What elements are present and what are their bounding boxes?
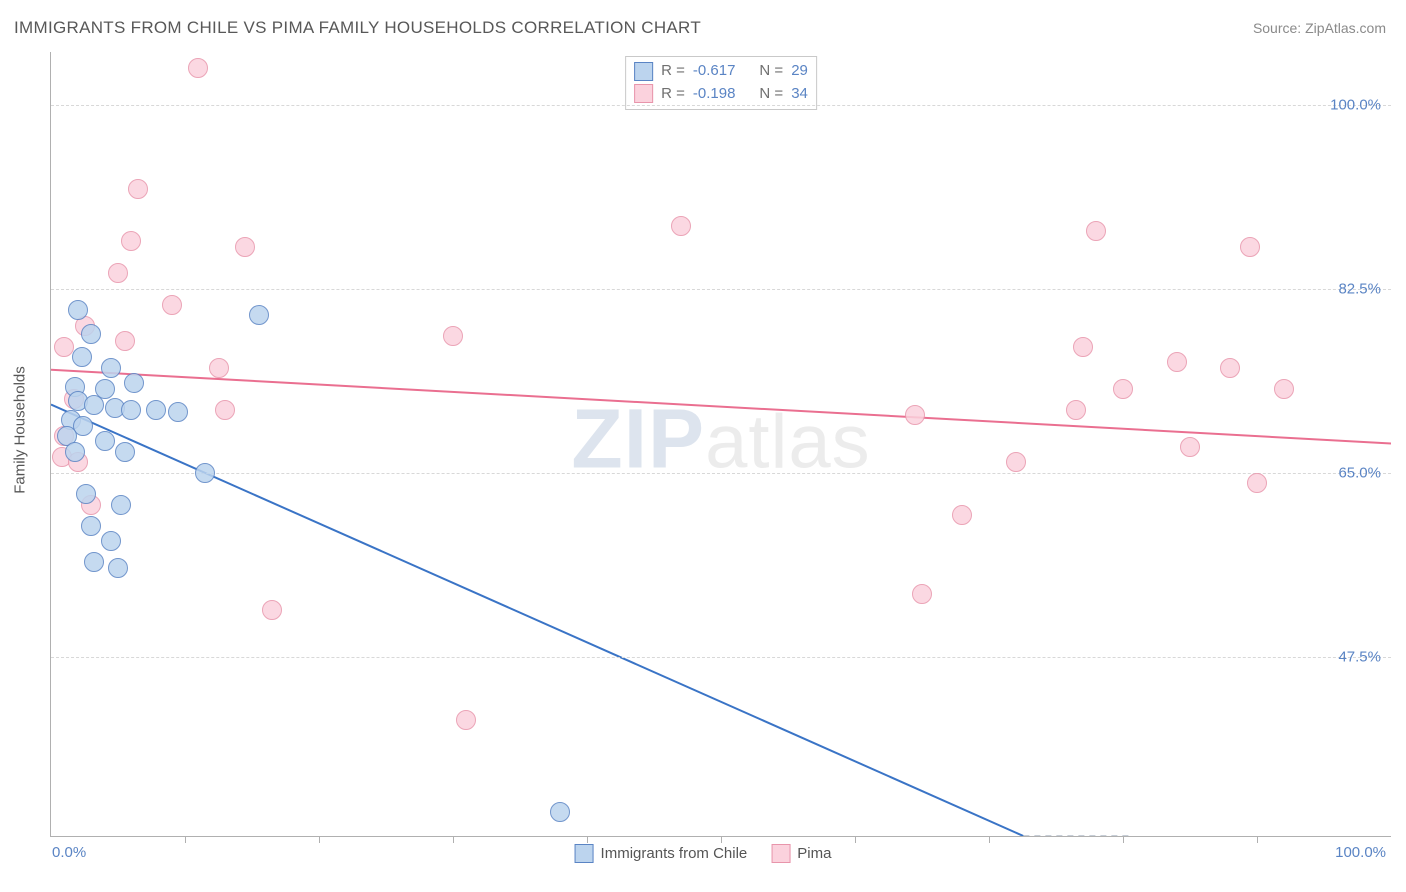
x-tick bbox=[855, 836, 856, 843]
x-tick bbox=[185, 836, 186, 843]
r-label: R = bbox=[661, 60, 685, 83]
data-point bbox=[1274, 379, 1294, 399]
r-value: -0.198 bbox=[693, 83, 736, 106]
legend-item: Pima bbox=[771, 844, 831, 863]
legend-row: R = -0.617 N = 29 bbox=[634, 60, 808, 83]
n-label: N = bbox=[759, 60, 783, 83]
legend-swatch bbox=[575, 844, 594, 863]
data-point bbox=[81, 516, 101, 536]
legend-label: Pima bbox=[797, 845, 831, 862]
data-point bbox=[1167, 352, 1187, 372]
data-point bbox=[209, 358, 229, 378]
x-tick bbox=[1257, 836, 1258, 843]
data-point bbox=[108, 558, 128, 578]
data-point bbox=[115, 442, 135, 462]
data-point bbox=[65, 442, 85, 462]
data-point bbox=[1086, 221, 1106, 241]
data-point bbox=[101, 531, 121, 551]
data-point bbox=[95, 431, 115, 451]
x-tick bbox=[319, 836, 320, 843]
data-point bbox=[121, 231, 141, 251]
legend-row: R = -0.198 N = 34 bbox=[634, 83, 808, 106]
data-point bbox=[146, 400, 166, 420]
data-point bbox=[76, 484, 96, 504]
data-point bbox=[235, 237, 255, 257]
x-tick bbox=[587, 836, 588, 843]
data-point bbox=[128, 179, 148, 199]
scatter-plot: ZIPatlas R =-0.617N =29R =-0.198N =34 47… bbox=[50, 52, 1391, 837]
grid-line bbox=[51, 473, 1391, 474]
n-value: 34 bbox=[791, 83, 808, 106]
data-point bbox=[443, 326, 463, 346]
x-tick bbox=[1123, 836, 1124, 843]
data-point bbox=[84, 395, 104, 415]
grid-line bbox=[51, 105, 1391, 106]
y-tick-label: 65.0% bbox=[1338, 464, 1381, 481]
data-point bbox=[671, 216, 691, 236]
data-point bbox=[1073, 337, 1093, 357]
n-value: 29 bbox=[791, 60, 808, 83]
x-tick bbox=[453, 836, 454, 843]
data-point bbox=[1066, 400, 1086, 420]
legend-label: Immigrants from Chile bbox=[601, 845, 748, 862]
series-legend: Immigrants from Chile Pima bbox=[575, 844, 832, 863]
legend-swatch bbox=[771, 844, 790, 863]
r-value: -0.617 bbox=[693, 60, 736, 83]
data-point bbox=[952, 505, 972, 525]
data-point bbox=[168, 402, 188, 422]
data-point bbox=[195, 463, 215, 483]
data-point bbox=[121, 400, 141, 420]
grid-line bbox=[51, 289, 1391, 290]
data-point bbox=[262, 600, 282, 620]
data-point bbox=[249, 305, 269, 325]
legend-swatch bbox=[634, 62, 653, 81]
y-axis-title: Family Households bbox=[12, 366, 29, 494]
data-point bbox=[84, 552, 104, 572]
data-point bbox=[81, 324, 101, 344]
source-attribution: Source: ZipAtlas.com bbox=[1253, 20, 1386, 36]
data-point bbox=[108, 263, 128, 283]
x-axis-max-label: 100.0% bbox=[1335, 844, 1386, 861]
x-axis-min-label: 0.0% bbox=[52, 844, 86, 861]
data-point bbox=[124, 373, 144, 393]
correlation-legend: R = -0.617 N = 29 R = -0.198 N = 34 bbox=[625, 56, 817, 110]
data-point bbox=[215, 400, 235, 420]
chart-title: IMMIGRANTS FROM CHILE VS PIMA FAMILY HOU… bbox=[14, 18, 701, 38]
data-point bbox=[1240, 237, 1260, 257]
y-tick-label: 47.5% bbox=[1338, 649, 1381, 666]
n-label: N = bbox=[759, 83, 783, 106]
data-point bbox=[188, 58, 208, 78]
data-point bbox=[101, 358, 121, 378]
data-point bbox=[1006, 452, 1026, 472]
data-point bbox=[1220, 358, 1240, 378]
data-point bbox=[912, 584, 932, 604]
y-tick-label: 82.5% bbox=[1338, 280, 1381, 297]
legend-item: Immigrants from Chile bbox=[575, 844, 748, 863]
x-tick bbox=[989, 836, 990, 843]
data-point bbox=[115, 331, 135, 351]
data-point bbox=[905, 405, 925, 425]
data-point bbox=[1247, 473, 1267, 493]
grid-line bbox=[51, 657, 1391, 658]
data-point bbox=[550, 802, 570, 822]
data-point bbox=[72, 347, 92, 367]
legend-swatch bbox=[634, 84, 653, 103]
data-point bbox=[456, 710, 476, 730]
r-label: R = bbox=[661, 83, 685, 106]
data-point bbox=[111, 495, 131, 515]
x-tick bbox=[721, 836, 722, 843]
data-point bbox=[68, 300, 88, 320]
data-point bbox=[1113, 379, 1133, 399]
data-point bbox=[1180, 437, 1200, 457]
y-tick-label: 100.0% bbox=[1330, 96, 1381, 113]
data-point bbox=[162, 295, 182, 315]
